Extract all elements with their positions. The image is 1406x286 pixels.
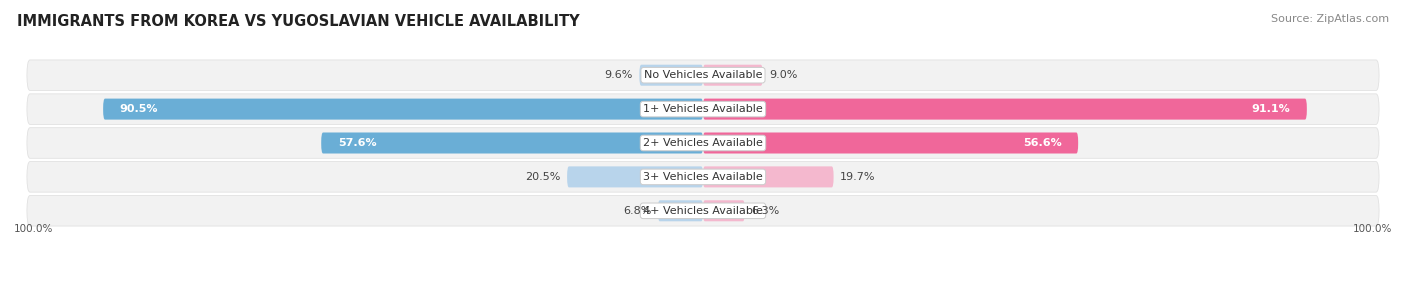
FancyBboxPatch shape [27, 60, 1379, 90]
Text: Source: ZipAtlas.com: Source: ZipAtlas.com [1271, 14, 1389, 24]
FancyBboxPatch shape [658, 200, 703, 221]
FancyBboxPatch shape [703, 132, 1078, 154]
FancyBboxPatch shape [321, 132, 703, 154]
FancyBboxPatch shape [103, 99, 703, 120]
FancyBboxPatch shape [567, 166, 703, 187]
FancyBboxPatch shape [703, 200, 745, 221]
FancyBboxPatch shape [27, 162, 1379, 192]
Text: 90.5%: 90.5% [120, 104, 159, 114]
Text: 6.3%: 6.3% [751, 206, 780, 216]
Text: 20.5%: 20.5% [524, 172, 561, 182]
FancyBboxPatch shape [27, 94, 1379, 124]
Text: 6.8%: 6.8% [623, 206, 651, 216]
Text: 100.0%: 100.0% [14, 224, 53, 234]
FancyBboxPatch shape [27, 128, 1379, 158]
Text: 56.6%: 56.6% [1022, 138, 1062, 148]
Text: 100.0%: 100.0% [1353, 224, 1392, 234]
Text: 2+ Vehicles Available: 2+ Vehicles Available [643, 138, 763, 148]
FancyBboxPatch shape [703, 65, 762, 86]
FancyBboxPatch shape [640, 65, 703, 86]
Text: 9.0%: 9.0% [769, 70, 797, 80]
Text: 91.1%: 91.1% [1251, 104, 1291, 114]
Text: 19.7%: 19.7% [841, 172, 876, 182]
Text: 4+ Vehicles Available: 4+ Vehicles Available [643, 206, 763, 216]
Text: 57.6%: 57.6% [337, 138, 377, 148]
FancyBboxPatch shape [703, 166, 834, 187]
FancyBboxPatch shape [27, 196, 1379, 226]
Text: 9.6%: 9.6% [605, 70, 633, 80]
FancyBboxPatch shape [703, 99, 1306, 120]
Text: No Vehicles Available: No Vehicles Available [644, 70, 762, 80]
Text: 1+ Vehicles Available: 1+ Vehicles Available [643, 104, 763, 114]
Text: IMMIGRANTS FROM KOREA VS YUGOSLAVIAN VEHICLE AVAILABILITY: IMMIGRANTS FROM KOREA VS YUGOSLAVIAN VEH… [17, 14, 579, 29]
Text: 3+ Vehicles Available: 3+ Vehicles Available [643, 172, 763, 182]
